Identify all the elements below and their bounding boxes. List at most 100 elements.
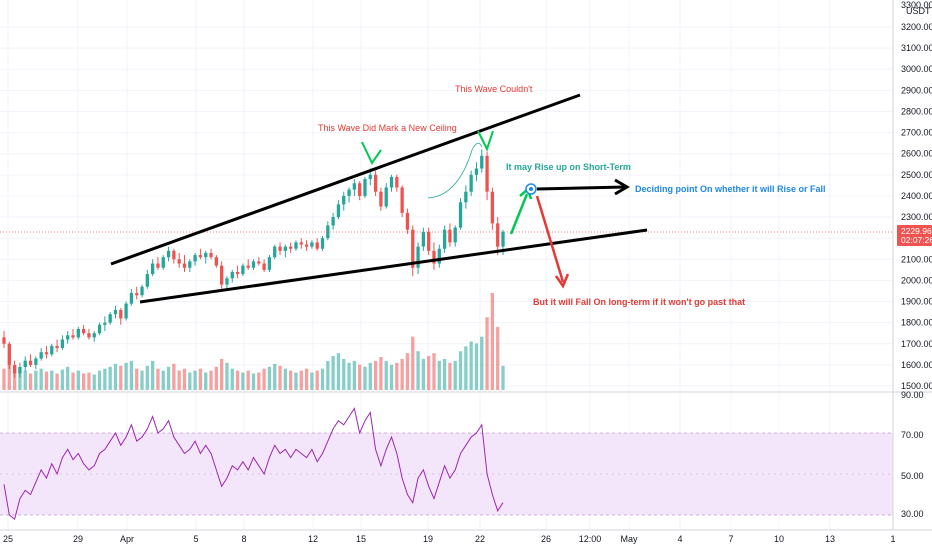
volume-bar — [161, 370, 165, 390]
rsi-band — [0, 433, 893, 515]
price-tick-label: 2600.00 — [901, 149, 932, 159]
candle-body — [108, 314, 112, 323]
candle-body — [182, 263, 187, 268]
candle-body — [400, 187, 404, 213]
volume-bar — [453, 360, 457, 390]
candle-body — [87, 333, 91, 338]
volume-bar — [416, 351, 420, 390]
candle-body — [7, 343, 11, 365]
volume-bar — [214, 366, 218, 390]
candle-body — [188, 261, 192, 268]
candle-body — [161, 257, 165, 268]
price-axis-top-partial: 3300.00 — [901, 0, 932, 10]
volume-bar — [432, 353, 436, 390]
rsi-tick-label: 30.00 — [901, 509, 924, 519]
time-tick-label: 29 — [73, 534, 83, 544]
volume-bar — [304, 368, 309, 390]
volume-bar — [92, 374, 96, 390]
volume-bar — [273, 363, 277, 390]
price-tick-label: 3100.00 — [901, 43, 932, 53]
candle-body — [60, 339, 65, 348]
candle-body — [262, 263, 266, 270]
candle-body — [490, 191, 495, 224]
volume-bar — [188, 372, 192, 390]
candle-body — [81, 328, 86, 334]
candle-body — [480, 155, 484, 169]
volume-bar — [400, 358, 404, 390]
volume-bar — [405, 353, 410, 390]
time-tick-label: 13 — [825, 534, 835, 544]
volume-bar — [490, 293, 495, 390]
green-check-arrow-1 — [361, 141, 382, 165]
volume-bar — [469, 341, 473, 390]
price-axis[interactable]: 3200.00 3100.00 3000.00 2900.00 2800.00 2700.… — [901, 22, 932, 391]
volume-bar — [496, 326, 500, 390]
volume-bar — [12, 365, 17, 390]
candle-body — [145, 274, 149, 287]
volume-bar — [437, 360, 441, 390]
candle-body — [103, 322, 107, 325]
time-tick-label: 12 — [308, 534, 318, 544]
time-tick-label: 25 — [3, 534, 13, 544]
candle-body — [12, 364, 17, 374]
time-tick-label: 4 — [677, 534, 682, 544]
price-tick-label: 2800.00 — [901, 106, 932, 116]
candle-body — [119, 309, 123, 319]
candle-body — [251, 261, 256, 268]
candle-body — [156, 263, 160, 268]
price-tick-label: 1900.00 — [901, 297, 932, 307]
candle-body — [379, 191, 383, 207]
volume-bar — [310, 372, 314, 390]
volume-bar — [204, 372, 208, 390]
candle-body — [421, 231, 426, 247]
volume-bar — [28, 373, 33, 390]
volume-bar — [363, 366, 367, 390]
volume-bar — [198, 368, 203, 390]
candle-body — [18, 366, 22, 374]
price-tick-label: 1800.00 — [901, 318, 932, 328]
volume-bar — [358, 364, 362, 390]
last-price-countdown: 02:07:26 — [901, 235, 932, 245]
rsi-tick-label: 50.00 — [901, 471, 924, 481]
price-tick-label: 2700.00 — [901, 128, 932, 138]
candle-body — [28, 360, 33, 365]
volume-bar — [50, 370, 54, 390]
candle-body — [273, 246, 277, 258]
volume-bar — [97, 370, 102, 390]
candle-body — [92, 333, 96, 338]
candle-body — [235, 271, 240, 275]
volume-bar — [326, 360, 330, 390]
annotation-rise-short: It may Rise up on Short-Term — [506, 162, 631, 172]
price-tick-label: 2500.00 — [901, 170, 932, 180]
time-tick-label: 1 — [890, 534, 895, 544]
candle-body — [209, 252, 213, 258]
candle-body — [474, 168, 479, 175]
rsi-axis[interactable]: 90.00 70.00 50.00 30.00 — [901, 390, 924, 519]
candle-body — [405, 212, 410, 230]
candle-body — [363, 179, 367, 196]
candle-body — [283, 246, 287, 251]
candle-body — [44, 352, 49, 355]
candle-body — [257, 261, 261, 264]
volume-bar — [18, 372, 22, 390]
candle-body — [453, 227, 457, 243]
green-check-arrow-2 — [477, 130, 494, 152]
candle-body — [198, 255, 203, 258]
volume-bar — [474, 343, 479, 390]
annotation-couldnt: This Wave Couldn't — [455, 84, 533, 94]
volume-bar — [119, 365, 123, 390]
price-tick-label: 1500.00 — [901, 381, 932, 391]
volume-bar — [501, 365, 505, 390]
volume-bar — [294, 372, 298, 390]
time-axis[interactable]: 25 29 Apr 5 8 12 15 19 22 26 12:00 May 4 7 10 13 1 — [3, 534, 896, 544]
annotation-new-ceiling: This Wave Did Mark a New Ceiling — [318, 123, 457, 133]
volume-bar — [34, 370, 38, 390]
candle-body — [140, 286, 144, 296]
volume-bar — [71, 372, 75, 390]
volume-bar — [315, 370, 319, 390]
price-tick-label: 3200.00 — [901, 22, 932, 32]
time-tick-label: 22 — [475, 534, 485, 544]
rsi-pane — [3, 407, 504, 520]
volume-bar — [464, 346, 468, 390]
volume-bar — [140, 370, 144, 390]
